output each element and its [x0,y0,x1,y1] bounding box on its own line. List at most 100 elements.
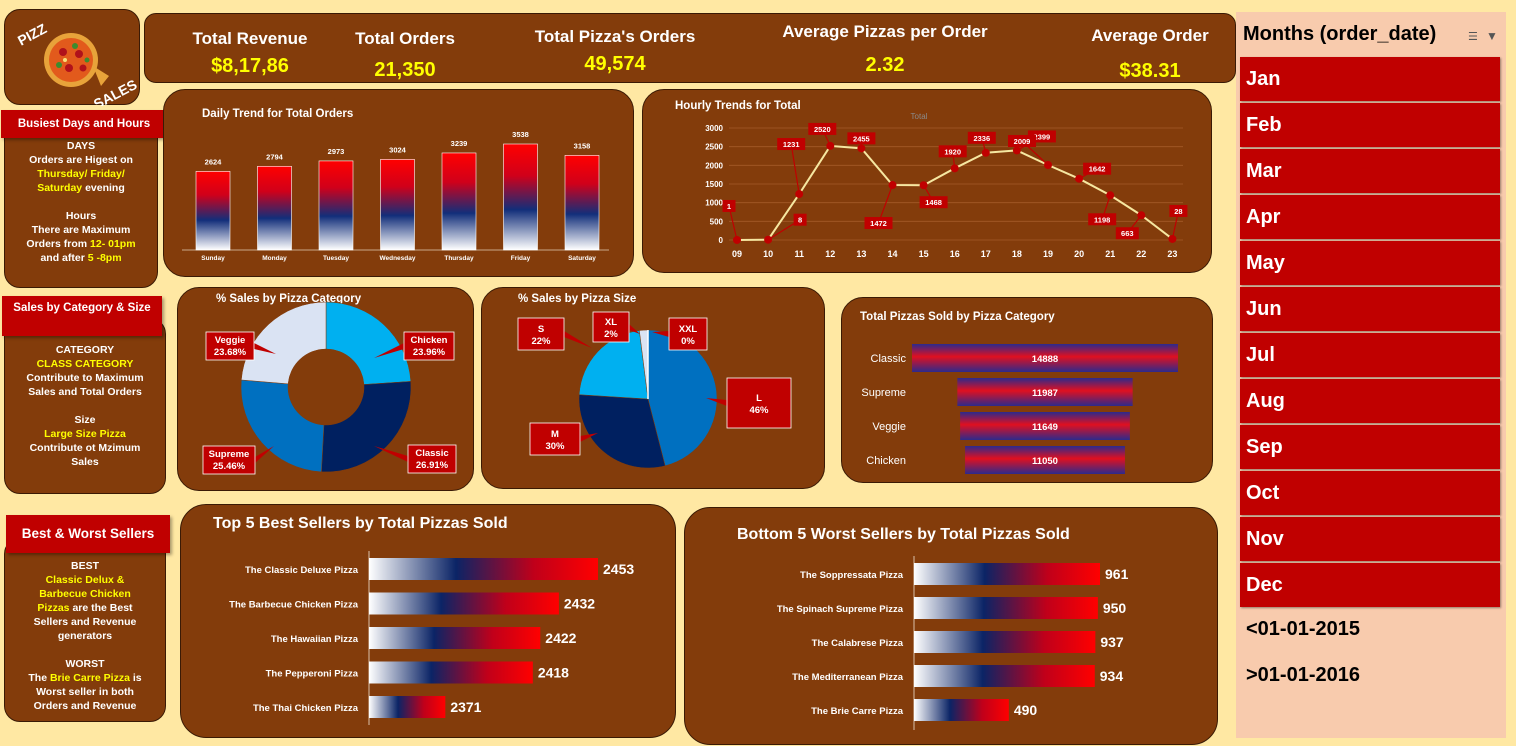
clear-filter-icon[interactable]: ▼ [1486,29,1498,43]
hourly-x-tick: 14 [887,249,897,259]
hourly-y-tick: 1000 [705,199,723,208]
daily-data-label: 3239 [451,139,468,148]
logo-line2: SALES [91,76,140,106]
hourly-data-label: 1 [727,202,731,211]
category-total-chart: 14888 Classic 11987 Supreme 11649 Veggie 11050… [861,344,1178,474]
busiest-panel [4,112,158,288]
daily-category-label: Friday [511,255,531,262]
size-callout-value: 22% [531,336,551,347]
slicer-item-may[interactable]: May [1240,241,1500,285]
size-callout-box [592,311,630,343]
bottom5-value: 934 [1100,668,1124,684]
hourly-trend-chart: 0 500 1000 1500 2000 2500 3000 Total 1 09 8 10 1231 1… [705,112,1188,259]
slicer-item-sep[interactable]: Sep [1240,425,1500,469]
bottom5-value: 961 [1105,566,1129,582]
category-callout-box [202,445,256,475]
slicer-item-jul[interactable]: Jul [1240,333,1500,377]
hourly-label-box [722,199,736,212]
category-side-text: CATEGORY CLASS CATEGORY Contribute to Ma… [26,344,144,468]
hourly-x-tick: 20 [1074,249,1084,259]
daily-bar-monday [257,165,292,251]
hourly-y-tick: 1500 [705,180,723,189]
hourly-trend-panel: Hourly Trends for Total 0 500 1000 1500 2000… [642,89,1212,273]
hourly-leader-line [790,143,800,195]
hourly-x-tick: 23 [1167,249,1177,259]
daily-category-label: Thursday [444,255,474,262]
slicer-item-apr[interactable]: Apr [1240,195,1500,239]
bottom5-bar [914,631,1096,653]
slicer-item-after-range[interactable]: >01-01-2016 [1246,664,1360,686]
kpi-value-revenue: $8,17,86 [211,55,289,77]
size-callout-box [517,317,565,351]
daily-data-label: 3538 [512,130,529,139]
hourly-data-label: 1231 [783,140,800,149]
slicer-item-mar[interactable]: Mar [1240,149,1500,193]
daily-category-label: Sunday [201,255,225,262]
daily-trend-chart: 2624 Sunday 2794 Monday 2973 Tuesday 3024 Wedne… [182,130,609,262]
slicer-item-before-range[interactable]: <01-01-2015 [1246,618,1360,640]
top5-category: The Pepperoni Pizza [266,669,359,680]
bottom5-value: 937 [1100,634,1124,650]
hourly-trend-title: Hourly Trends for Total [675,100,801,112]
hourly-label-box [777,138,806,151]
hourly-point [919,181,928,190]
hourly-leader-line [877,184,894,224]
busiest-text: DAYS Orders are Higest on Thursday/ Frid… [26,140,136,264]
slicer-item-jan[interactable]: Jan [1240,57,1500,101]
slicer-item-dec[interactable]: Dec [1240,563,1500,607]
category-callout-pointer [374,343,404,358]
kpi-panel: Total Revenue $8,17,86 Total Orders 21,3… [144,13,1236,83]
bottom5-bar [914,665,1095,687]
hourly-x-tick: 22 [1136,249,1146,259]
hourly-data-label: 1468 [925,198,942,207]
hourly-x-tick: 17 [981,249,991,259]
top5-category: The Barbecue Chicken Pizza [229,600,359,611]
category-callout-pointer [255,446,274,463]
size-callout-pointer [564,331,592,348]
hourly-label-box [847,132,876,145]
slicer-item-nov[interactable]: Nov [1240,517,1500,561]
category-pct-panel: % Sales by Pizza Category Chicken 23.96% C… [177,287,474,491]
slicer-item-feb[interactable]: Feb [1240,103,1500,147]
hourly-label-box [1088,213,1117,226]
size-callout-value: 30% [545,441,565,452]
slicer-item-oct[interactable]: Oct [1240,471,1500,515]
category-callout-box [403,331,455,361]
sellers-side-header: Best & Worst Sellers [6,515,170,553]
size-callout-pointer [706,398,727,406]
category-side-panel [4,318,166,494]
top5-value: 2422 [545,630,576,646]
slicer-item-aug[interactable]: Aug [1240,379,1500,423]
bottom5-panel: Bottom 5 Worst Sellers by Total Pizzas S… [684,507,1218,745]
multi-select-icon[interactable]: ☰ [1468,31,1478,43]
daily-data-label: 3024 [389,145,407,154]
kpi-label-revenue: Total Revenue [192,29,308,48]
size-callout-pointer [629,324,640,334]
hourly-data-label: 8 [798,216,802,225]
kpi-value-pizzas: 49,574 [584,53,646,75]
hourly-data-label: 1920 [944,147,961,156]
slicer-item-jun[interactable]: Jun [1240,287,1500,331]
size-callout-box [668,317,708,351]
category-slice-classic [321,381,412,473]
top5-chart: 2453 The Classic Deluxe Pizza 2432 The Barb… [229,551,634,725]
hourly-y-tick: 2500 [705,143,723,152]
bottom5-title: Bottom 5 Worst Sellers by Total Pizzas S… [737,526,1070,543]
kpi-label-orders: Total Orders [355,29,455,48]
daily-bar-thursday [441,152,477,251]
hourly-x-tick: 19 [1043,249,1053,259]
daily-bar-wednesday [380,159,415,251]
hourly-point [795,190,804,199]
hourly-data-label: 1642 [1089,165,1106,174]
daily-trend-title: Daily Trend for Total Orders [202,108,354,120]
top5-category: The Hawaiian Pizza [271,634,359,645]
bottom5-category: The Soppressata Pizza [800,570,904,581]
category-callout-box [205,331,255,361]
hourly-legend: Total [911,112,928,121]
daily-data-label: 3158 [574,141,591,150]
top5-value: 2418 [538,665,569,681]
bottom5-bar [914,597,1098,619]
daily-bar-tuesday [318,160,354,251]
hourly-data-label: 2455 [853,134,870,143]
bottom5-category: The Calabrese Pizza [812,638,904,649]
